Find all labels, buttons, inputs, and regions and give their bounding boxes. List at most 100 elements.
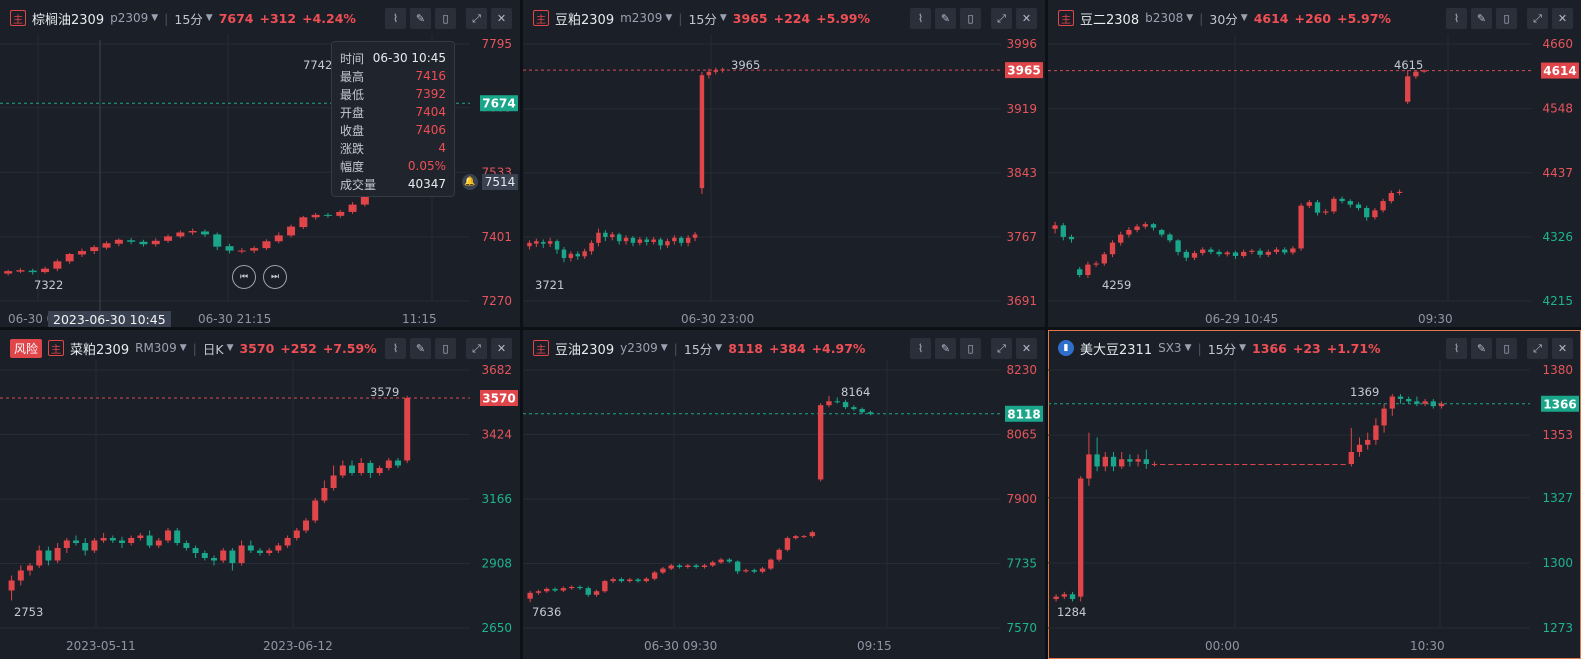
- period-selector[interactable]: 15分: [174, 11, 203, 27]
- candle[interactable]: [1069, 594, 1076, 600]
- candle[interactable]: [213, 234, 222, 247]
- candle[interactable]: [8, 580, 15, 591]
- candle[interactable]: [201, 553, 208, 558]
- candle[interactable]: [568, 586, 575, 589]
- candle[interactable]: [284, 538, 291, 546]
- candle[interactable]: [1143, 459, 1149, 465]
- candle[interactable]: [726, 559, 733, 562]
- candle[interactable]: [701, 565, 708, 568]
- chevron-down-icon[interactable]: ▼: [226, 343, 234, 353]
- candle[interactable]: [1134, 226, 1140, 230]
- candle[interactable]: [1299, 464, 1305, 466]
- candle[interactable]: [1183, 251, 1189, 258]
- candle[interactable]: [720, 69, 725, 71]
- candle[interactable]: [1414, 401, 1420, 404]
- candle[interactable]: [589, 242, 594, 252]
- candle[interactable]: [593, 591, 600, 595]
- candle[interactable]: [651, 572, 658, 579]
- candle[interactable]: [155, 540, 162, 546]
- candle[interactable]: [1298, 205, 1304, 249]
- candle[interactable]: [54, 548, 61, 561]
- candle[interactable]: [616, 234, 622, 242]
- candle[interactable]: [585, 588, 591, 595]
- candle-style-icon[interactable]: ▯: [1496, 8, 1517, 29]
- candle[interactable]: [1093, 263, 1099, 265]
- kline-chart[interactable]: 3682 3424 3166 2908 2650 2023-05-11 2023-06-12…: [0, 330, 520, 659]
- candle[interactable]: [225, 246, 234, 251]
- candle[interactable]: [635, 579, 641, 582]
- candle[interactable]: [262, 241, 271, 249]
- kline-chart[interactable]: 1380 1353 1327 1300 1273 00:00 10:30 1366 1369 12…: [1048, 330, 1581, 659]
- chart-panel[interactable]: 主豆油2309 y2309 ▼ | 15分 ▼ 8118 +384 +4.97% ⌇ ✎ ▯ ⤢ ✕ 823…: [523, 330, 1045, 659]
- candle[interactable]: [65, 254, 74, 262]
- close-icon[interactable]: ✕: [1016, 8, 1037, 29]
- candle[interactable]: [1209, 464, 1215, 466]
- candle[interactable]: [349, 465, 355, 474]
- candle[interactable]: [643, 578, 650, 582]
- next-icon[interactable]: ⏭: [263, 265, 287, 289]
- candle[interactable]: [547, 241, 553, 244]
- candle[interactable]: [1142, 224, 1148, 227]
- candle-style-icon[interactable]: ▯: [435, 8, 456, 29]
- candle[interactable]: [102, 243, 111, 248]
- candle[interactable]: [679, 237, 684, 243]
- candle[interactable]: [710, 562, 716, 566]
- candle[interactable]: [713, 70, 718, 72]
- candle[interactable]: [53, 261, 62, 269]
- candle[interactable]: [644, 239, 649, 243]
- candle[interactable]: [17, 570, 24, 581]
- candle[interactable]: [534, 241, 539, 244]
- candle[interactable]: [385, 460, 392, 469]
- candle[interactable]: [582, 251, 587, 257]
- close-icon[interactable]: ✕: [491, 8, 512, 29]
- candle[interactable]: [561, 249, 567, 259]
- candle[interactable]: [541, 242, 546, 244]
- candle[interactable]: [1348, 451, 1354, 465]
- draw-icon[interactable]: ✎: [935, 338, 956, 359]
- candle[interactable]: [1282, 249, 1288, 253]
- candle[interactable]: [220, 550, 227, 561]
- chart-panel[interactable]: 风险主菜粕2309 RM309 ▼ | 日K ▼ 3570 +252 +7.59% ⌇ ✎ ▯ ⤢ ✕ 36…: [0, 330, 520, 659]
- candle[interactable]: [1332, 464, 1338, 466]
- candle[interactable]: [1061, 594, 1067, 597]
- contract-code[interactable]: p2309: [110, 11, 149, 25]
- candle[interactable]: [751, 570, 757, 572]
- candle[interactable]: [266, 550, 273, 554]
- candle[interactable]: [1314, 202, 1321, 213]
- candle[interactable]: [834, 401, 840, 403]
- candle[interactable]: [41, 268, 50, 273]
- candle[interactable]: [851, 407, 857, 410]
- candle[interactable]: [630, 237, 636, 243]
- candle[interactable]: [229, 550, 236, 564]
- candle[interactable]: [734, 561, 741, 572]
- candle[interactable]: [1381, 408, 1387, 426]
- candle[interactable]: [768, 559, 774, 569]
- contract-code[interactable]: y2309: [620, 341, 658, 355]
- period-selector[interactable]: 15分: [1207, 341, 1237, 357]
- candle[interactable]: [395, 460, 401, 466]
- candle[interactable]: [535, 591, 542, 593]
- candle[interactable]: [321, 488, 328, 501]
- candle[interactable]: [1250, 464, 1256, 466]
- draw-icon[interactable]: ✎: [935, 8, 956, 29]
- chevron-down-icon[interactable]: ▼: [151, 13, 159, 23]
- candle[interactable]: [1347, 201, 1353, 205]
- candle[interactable]: [77, 251, 86, 255]
- period-selector[interactable]: 30分: [1209, 11, 1238, 27]
- candle[interactable]: [299, 217, 308, 228]
- candle[interactable]: [575, 253, 580, 257]
- candle[interactable]: [128, 538, 135, 543]
- period-selector[interactable]: 15分: [688, 11, 717, 27]
- candle[interactable]: [602, 581, 608, 592]
- candle[interactable]: [801, 536, 807, 538]
- candle[interactable]: [1085, 264, 1091, 276]
- candle[interactable]: [627, 579, 633, 582]
- candle[interactable]: [1101, 254, 1107, 264]
- candle[interactable]: [1372, 210, 1378, 218]
- candle[interactable]: [1068, 236, 1075, 240]
- candle[interactable]: [1078, 478, 1084, 597]
- chevron-down-icon[interactable]: ▼: [719, 13, 727, 23]
- candle[interactable]: [192, 548, 199, 553]
- candle[interactable]: [859, 409, 865, 413]
- candle[interactable]: [293, 530, 300, 539]
